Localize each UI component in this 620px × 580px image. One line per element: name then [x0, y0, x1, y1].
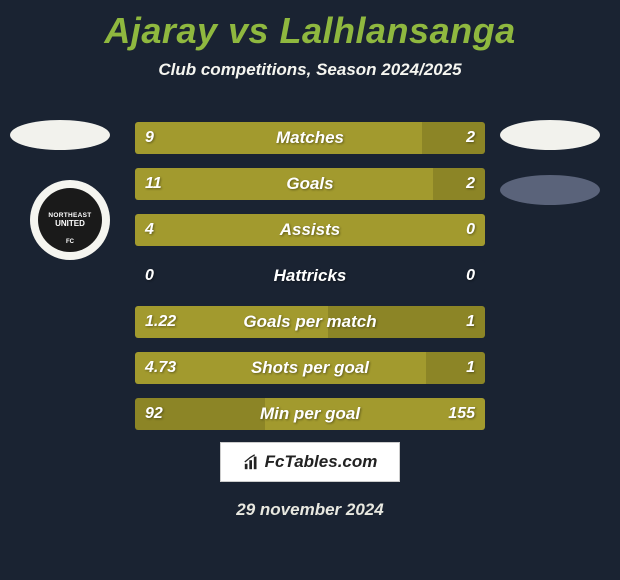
- comparison-subtitle: Club competitions, Season 2024/2025: [0, 60, 620, 80]
- crest-inner: NORTHEAST UNITED FC: [38, 188, 102, 252]
- stat-row: 0Hattricks0: [135, 260, 485, 292]
- player-ellipse-left: [10, 120, 110, 150]
- stat-row: 4.73Shots per goal1: [135, 352, 485, 384]
- stat-value-right: 2: [466, 175, 475, 193]
- stat-value-right: 155: [448, 405, 475, 423]
- club-crest-left: NORTHEAST UNITED FC: [30, 180, 110, 260]
- brand-box: FcTables.com: [220, 442, 400, 482]
- stat-row: 11Goals2: [135, 168, 485, 200]
- crest-line2: UNITED: [55, 220, 85, 229]
- stat-label: Shots per goal: [135, 358, 485, 378]
- stat-row: 4Assists0: [135, 214, 485, 246]
- stats-container: 9Matches211Goals24Assists00Hattricks01.2…: [135, 122, 485, 444]
- stat-row: 9Matches2: [135, 122, 485, 154]
- stat-label: Hattricks: [135, 266, 485, 286]
- stat-value-right: 1: [466, 359, 475, 377]
- crest-line1: NORTHEAST: [48, 212, 91, 219]
- player-badge-right: [500, 120, 600, 150]
- stat-label: Goals: [135, 174, 485, 194]
- stat-value-right: 0: [466, 221, 475, 239]
- stat-row: 1.22Goals per match1: [135, 306, 485, 338]
- chart-icon: [243, 453, 261, 471]
- stat-label: Assists: [135, 220, 485, 240]
- stat-value-right: 2: [466, 129, 475, 147]
- club-ellipse-right: [500, 175, 600, 205]
- stat-row: 92Min per goal155: [135, 398, 485, 430]
- player-badge-left: [10, 120, 110, 150]
- stat-value-right: 1: [466, 313, 475, 331]
- comparison-title: Ajaray vs Lalhlansanga: [0, 0, 620, 52]
- stat-label: Matches: [135, 128, 485, 148]
- stat-label: Min per goal: [135, 404, 485, 424]
- stat-value-right: 0: [466, 267, 475, 285]
- stat-label: Goals per match: [135, 312, 485, 332]
- player-ellipse-right: [500, 120, 600, 150]
- crest-fc: FC: [66, 239, 74, 246]
- brand-text: FcTables.com: [265, 452, 378, 472]
- comparison-date: 29 november 2024: [0, 500, 620, 520]
